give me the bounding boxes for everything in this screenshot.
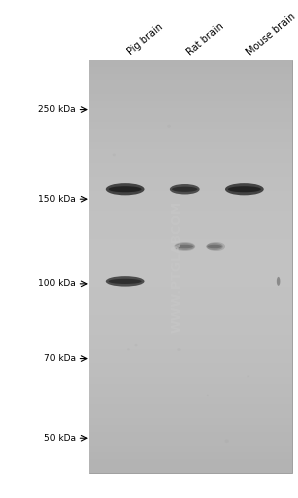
- Ellipse shape: [228, 186, 261, 192]
- Bar: [89, 335, 292, 342]
- Ellipse shape: [106, 183, 145, 195]
- Bar: [89, 115, 292, 122]
- Text: Rat brain: Rat brain: [185, 21, 226, 57]
- Bar: [89, 370, 292, 376]
- Bar: [89, 308, 292, 315]
- Bar: [89, 349, 292, 356]
- Bar: [89, 397, 292, 404]
- Text: 250 kDa: 250 kDa: [38, 105, 76, 114]
- Bar: [89, 459, 292, 466]
- Ellipse shape: [109, 279, 142, 284]
- Bar: [89, 67, 292, 74]
- Bar: [89, 163, 292, 170]
- Bar: [89, 246, 292, 252]
- Bar: [89, 452, 292, 459]
- Ellipse shape: [134, 344, 137, 347]
- Bar: [89, 390, 292, 397]
- Bar: [89, 329, 292, 335]
- Ellipse shape: [170, 184, 200, 194]
- Bar: [89, 170, 292, 177]
- Bar: [89, 322, 292, 329]
- Text: WWW.PTGLABCOM: WWW.PTGLABCOM: [171, 200, 184, 333]
- Bar: [89, 74, 292, 80]
- Bar: [89, 135, 292, 142]
- Ellipse shape: [175, 243, 194, 250]
- Bar: [89, 225, 292, 232]
- Bar: [89, 259, 292, 266]
- Bar: [89, 425, 292, 432]
- Bar: [89, 266, 292, 273]
- Ellipse shape: [106, 276, 145, 287]
- Bar: [89, 184, 292, 191]
- Text: 150 kDa: 150 kDa: [38, 195, 76, 204]
- Bar: [89, 294, 292, 301]
- Bar: [89, 446, 292, 452]
- Bar: [89, 301, 292, 308]
- Bar: [89, 232, 292, 239]
- Bar: [89, 315, 292, 322]
- Bar: [89, 60, 292, 67]
- Bar: [89, 439, 292, 446]
- Bar: [89, 376, 292, 383]
- Bar: [89, 342, 292, 349]
- Bar: [89, 363, 292, 370]
- Bar: [89, 204, 292, 211]
- Ellipse shape: [174, 242, 195, 251]
- Bar: [89, 383, 292, 390]
- Ellipse shape: [247, 375, 249, 377]
- Bar: [89, 191, 292, 198]
- Bar: [89, 404, 292, 411]
- Ellipse shape: [172, 187, 197, 192]
- Ellipse shape: [225, 183, 264, 195]
- Ellipse shape: [127, 348, 130, 351]
- Bar: [89, 156, 292, 163]
- Bar: [89, 252, 292, 259]
- Bar: [89, 239, 292, 246]
- Bar: [89, 94, 292, 101]
- Ellipse shape: [206, 243, 223, 250]
- Text: 100 kDa: 100 kDa: [38, 279, 76, 288]
- Bar: [89, 356, 292, 363]
- Bar: [89, 287, 292, 294]
- Bar: [89, 280, 292, 287]
- Ellipse shape: [207, 242, 225, 251]
- Bar: [89, 177, 292, 184]
- Bar: [89, 432, 292, 439]
- Bar: [89, 80, 292, 87]
- Text: Mouse brain: Mouse brain: [244, 11, 297, 57]
- Bar: [89, 218, 292, 225]
- Bar: [89, 149, 292, 156]
- Bar: [89, 411, 292, 418]
- Bar: [89, 101, 292, 108]
- Ellipse shape: [177, 348, 181, 351]
- Bar: [89, 198, 292, 204]
- Ellipse shape: [113, 153, 116, 156]
- Ellipse shape: [167, 124, 171, 128]
- Ellipse shape: [176, 245, 193, 248]
- FancyBboxPatch shape: [89, 60, 292, 473]
- Bar: [89, 142, 292, 149]
- Bar: [89, 128, 292, 135]
- Text: 50 kDa: 50 kDa: [44, 434, 76, 443]
- Ellipse shape: [207, 394, 209, 396]
- Ellipse shape: [109, 186, 142, 192]
- Bar: [89, 122, 292, 128]
- Bar: [89, 87, 292, 94]
- Bar: [89, 211, 292, 218]
- Text: Pig brain: Pig brain: [125, 22, 164, 57]
- Bar: [89, 273, 292, 280]
- Bar: [89, 418, 292, 425]
- Bar: [89, 108, 292, 115]
- Ellipse shape: [277, 277, 280, 286]
- Ellipse shape: [208, 245, 221, 248]
- Text: 70 kDa: 70 kDa: [44, 354, 76, 363]
- Bar: [89, 466, 292, 473]
- Ellipse shape: [224, 439, 229, 443]
